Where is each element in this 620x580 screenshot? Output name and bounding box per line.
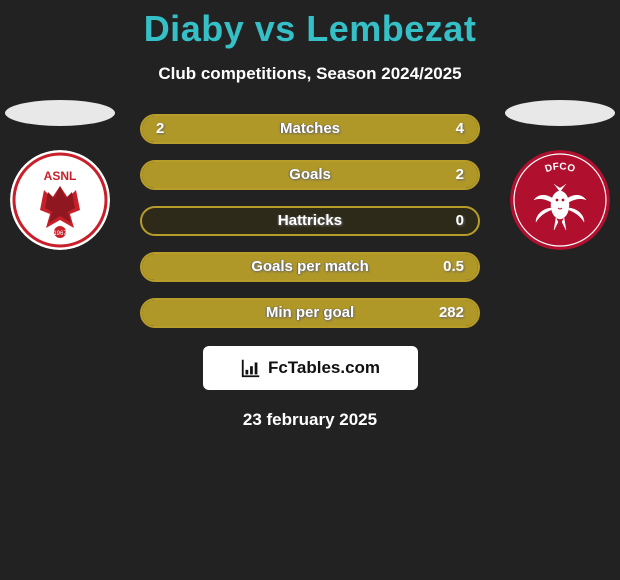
infographic-container: Diaby vs Lembezat Club competitions, Sea…	[0, 0, 620, 430]
page-title: Diaby vs Lembezat	[0, 8, 620, 50]
stat-bar: Min per goal282	[140, 298, 480, 328]
stat-value-right: 0	[456, 208, 464, 234]
team-left-badge: ASNL 1967	[10, 150, 110, 250]
player-left-photo-placeholder	[5, 100, 115, 126]
date-text: 23 february 2025	[0, 410, 620, 430]
brand-text: FcTables.com	[268, 358, 380, 378]
stat-value-right: 2	[456, 162, 464, 188]
svg-text:1967: 1967	[53, 231, 67, 237]
stat-value-right: 0.5	[443, 254, 464, 280]
stat-label: Hattricks	[142, 208, 478, 234]
brand-box[interactable]: FcTables.com	[203, 346, 418, 390]
stat-value-right: 4	[456, 116, 464, 142]
stat-label: Matches	[142, 116, 478, 142]
chart-icon	[240, 357, 262, 379]
stat-label: Goals	[142, 162, 478, 188]
stat-bar: 2Matches4	[140, 114, 480, 144]
player-left-side: ASNL 1967	[0, 100, 120, 250]
stat-label: Min per goal	[142, 300, 478, 326]
stat-bar: Goals per match0.5	[140, 252, 480, 282]
player-right-side: DFCO	[500, 100, 620, 250]
stat-bar: Hattricks0	[140, 206, 480, 236]
page-subtitle: Club competitions, Season 2024/2025	[0, 64, 620, 84]
stat-bars: 2Matches4Goals2Hattricks0Goals per match…	[140, 114, 480, 328]
stat-bar: Goals2	[140, 160, 480, 190]
team-left-acronym: ASNL	[44, 169, 77, 183]
stat-label: Goals per match	[142, 254, 478, 280]
team-right-badge: DFCO	[510, 150, 610, 250]
player-right-photo-placeholder	[505, 100, 615, 126]
comparison-row: ASNL 1967 DFCO	[0, 114, 620, 328]
stat-value-right: 282	[439, 300, 464, 326]
